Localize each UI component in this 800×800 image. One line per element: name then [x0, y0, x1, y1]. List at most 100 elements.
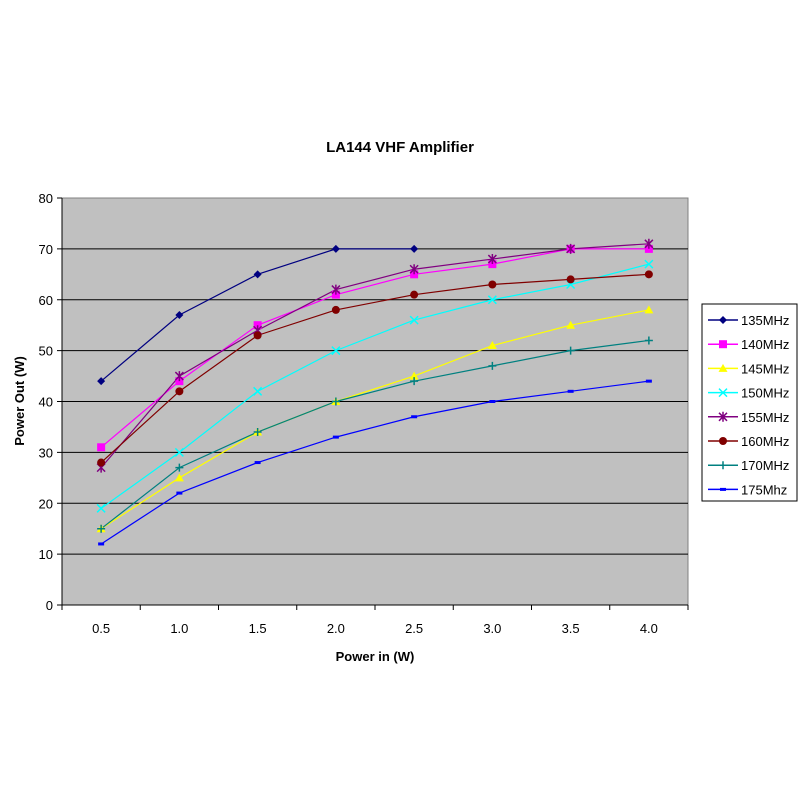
data-point [331, 244, 340, 253]
data-point [331, 346, 341, 356]
series-line-170MHz [100, 339, 649, 530]
data-point [644, 270, 653, 279]
data-point [411, 415, 418, 419]
data-point [253, 331, 262, 340]
data-point [97, 443, 106, 452]
series-line-150MHz [100, 263, 650, 509]
legend-label: 170MHz [741, 458, 789, 473]
legend-label: 155MHz [741, 410, 789, 425]
data-point [253, 270, 262, 279]
data-point [332, 435, 339, 439]
legend-label: 160MHz [741, 434, 789, 449]
data-point [331, 397, 340, 406]
data-point [566, 275, 575, 284]
y-tick-label: 40 [39, 395, 53, 410]
x-tick-label: 3.5 [562, 621, 580, 636]
legend-marker [718, 411, 728, 422]
y-tick-label: 20 [39, 496, 53, 511]
legend-marker [718, 388, 728, 398]
data-point [488, 280, 497, 289]
legend-label: 175Mhz [741, 482, 787, 497]
series-line-160MHz [100, 273, 649, 463]
data-point [176, 491, 183, 495]
data-point [253, 428, 262, 437]
legend-label: 145MHz [741, 361, 789, 376]
data-point [410, 377, 419, 386]
data-point [175, 311, 184, 320]
data-point [410, 244, 419, 253]
data-point [175, 377, 184, 386]
data-point [97, 458, 106, 467]
data-point [409, 264, 419, 275]
data-point [254, 461, 261, 465]
data-point [409, 315, 419, 325]
x-tick-label: 4.0 [640, 621, 658, 636]
series-lines [100, 243, 650, 545]
y-tick-label: 30 [39, 445, 53, 460]
series-line-175Mhz [100, 380, 649, 545]
y-tick-label: 0 [46, 598, 53, 613]
data-point [566, 346, 575, 355]
legend-box [701, 303, 798, 502]
x-axis-label: Power in (W) [336, 649, 415, 664]
data-point [410, 270, 419, 279]
data-point [410, 290, 419, 299]
series-markers [96, 238, 654, 546]
data-point [644, 305, 654, 314]
data-point [253, 321, 262, 330]
data-point [644, 238, 654, 249]
x-tick-label: 2.0 [327, 621, 345, 636]
data-point [331, 305, 340, 314]
data-point [644, 336, 653, 345]
data-point [566, 243, 576, 254]
data-point [175, 387, 184, 396]
x-tick-label: 1.5 [249, 621, 267, 636]
data-point [97, 524, 106, 533]
data-point [174, 447, 184, 457]
legend-marker [720, 487, 726, 491]
data-point [487, 254, 497, 265]
legend-label: 150MHz [741, 386, 789, 401]
data-point [644, 244, 653, 253]
data-point [175, 463, 184, 472]
data-point [253, 386, 263, 396]
data-point [97, 377, 106, 386]
legend-marker [718, 363, 728, 372]
series-line-155MHz [100, 243, 649, 469]
data-point [645, 379, 652, 383]
legend-marker [719, 316, 727, 324]
legend: 135MHz 140MHz 145MHz 150MHz 155MHz 160MHz 170M… [708, 313, 789, 497]
y-axis-label: Power Out (W) [12, 356, 27, 446]
y-tick-label: 60 [39, 293, 53, 308]
y-tick-label: 70 [39, 242, 53, 257]
axes: 0 10 20 30 40 50 60 70 80 0.5 1.0 1.5 2.0 2.5 3.0 3.5 4.… [39, 191, 689, 636]
data-point [488, 361, 497, 370]
y-tick-label: 10 [39, 547, 53, 562]
x-tick-label: 1.0 [170, 621, 188, 636]
legend-marker [719, 437, 727, 445]
legend-label: 135MHz [741, 313, 789, 328]
data-point [567, 389, 574, 393]
data-point [487, 341, 497, 350]
data-point [487, 295, 497, 305]
legend-marker [719, 461, 727, 470]
y-tick-label: 80 [39, 191, 53, 206]
series-line-140MHz [100, 248, 649, 448]
data-point [488, 260, 497, 269]
data-point [174, 473, 184, 482]
data-point [566, 320, 576, 329]
legend-marker [719, 340, 727, 349]
y-tick-label: 50 [39, 344, 53, 359]
data-point [98, 542, 105, 546]
data-point [331, 290, 340, 299]
data-point [644, 259, 654, 269]
data-point [489, 400, 496, 403]
x-tick-label: 0.5 [92, 621, 110, 636]
x-tick-label: 2.5 [405, 621, 423, 636]
data-point [96, 503, 106, 513]
series-line-145MHz [100, 309, 649, 530]
chart-title: LA144 VHF Amplifier [326, 139, 474, 156]
x-tick-label: 3.0 [483, 621, 501, 636]
data-point [331, 284, 341, 295]
